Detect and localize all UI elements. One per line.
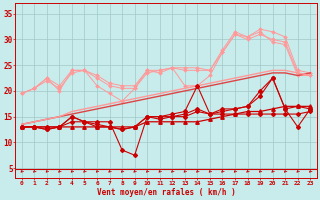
X-axis label: Vent moyen/en rafales ( km/h ): Vent moyen/en rafales ( km/h ) <box>97 188 236 197</box>
